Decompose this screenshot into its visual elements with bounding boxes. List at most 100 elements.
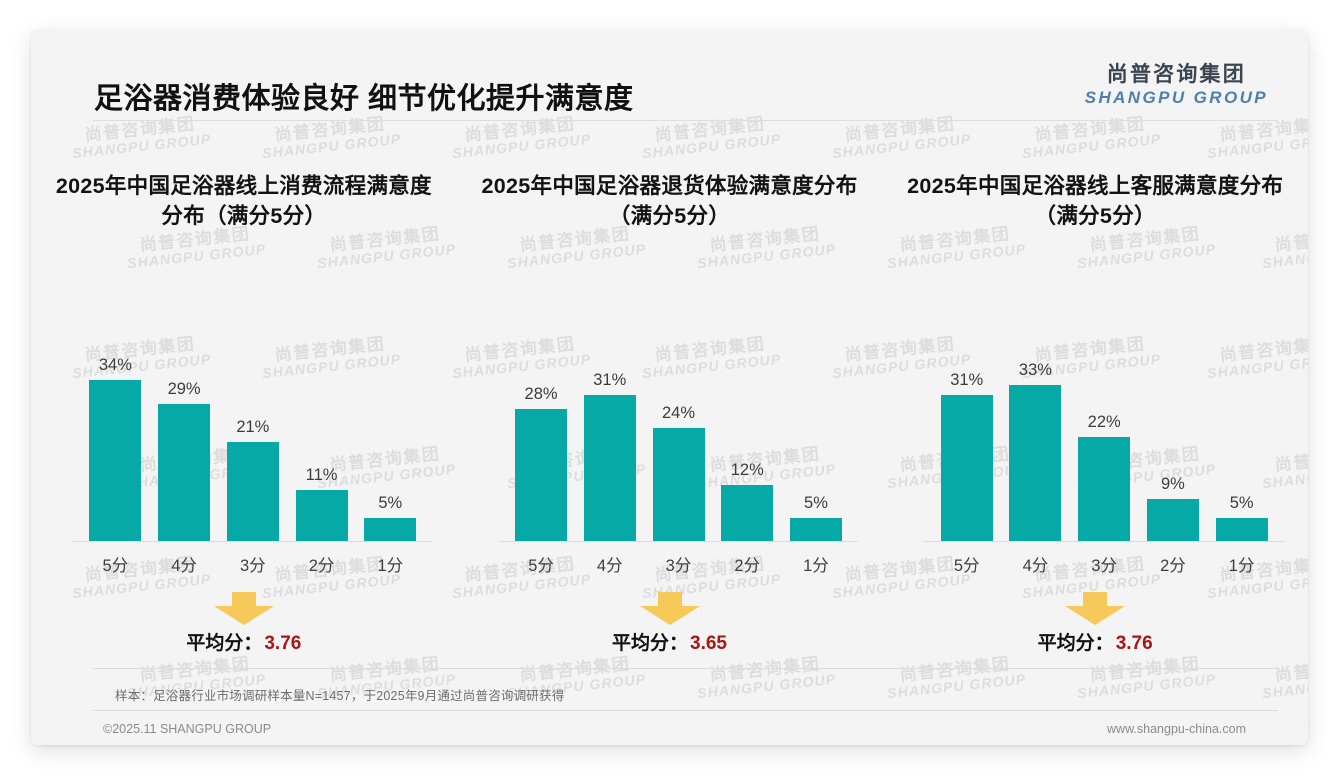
x-axis-tick-label: 2分 [1160,557,1186,575]
note-divider-bottom [93,710,1278,711]
x-axis-tick-label: 2分 [734,557,761,575]
bar-value-label: 5% [1229,494,1254,512]
bar-value-label: 5% [804,494,828,512]
x-axis-tick-label: 4分 [1022,557,1049,575]
header-divider [93,120,1278,121]
x-axis-tick-label: 2分 [308,557,335,575]
bar[interactable] [1009,385,1062,542]
chart-plot-area: 31% 33% 22% 9% 5% [924,322,1285,542]
x-axis-line [924,541,1285,542]
average-score-text: 平均分： 3.65 [457,628,883,655]
bar-group: 31% 33% 22% 9% 5% [932,322,1276,542]
bar-value-label: 22% [1087,413,1121,431]
bar-slot[interactable]: 5% [782,322,851,542]
bar-slot[interactable]: 21% [218,322,287,542]
bar-slot[interactable]: 5% [356,322,425,542]
chart-title: 2025年中国足浴器线上客服满意度分布（满分5分） [907,174,1284,228]
bar-value-label: 21% [236,418,270,436]
bar[interactable] [226,442,279,542]
arrow-down-icon [1064,592,1126,631]
chart-plot-area: 34% 29% 21% 11% 5% [73,322,433,542]
average-score-value: 3.76 [1115,633,1153,654]
brand-name-en: SHANGPU GROUP [1084,87,1268,107]
bar[interactable] [789,518,842,542]
bar-slot[interactable]: 9% [1139,322,1208,542]
bar[interactable] [364,518,417,542]
bar-value-label: 28% [524,385,558,403]
bar[interactable] [721,485,774,542]
bar-slot[interactable]: 11% [287,322,356,542]
bar[interactable] [89,380,142,542]
bar-value-label: 24% [661,404,696,422]
website-url[interactable]: www.shangpu-china.com [1107,722,1246,736]
x-axis-labels: 5分 4分 3分 2分 1分 [507,552,851,576]
chart-plot-area: 28% 31% 24% 12% 5% [498,322,859,542]
chart-panel-2: 2025年中国足浴器退货体验满意度分布（满分5分） 28% 31% 24% 12% 5% 5… [457,160,883,670]
slide-card: 尚普咨询集团 SHANGPU GROUP 尚普咨询集团 SHANGPU GROUP 尚普… [31,30,1308,745]
bar-value-label: 29% [167,380,201,398]
x-axis-line [73,541,433,542]
bar[interactable] [1146,499,1199,542]
chart-panel-3: 2025年中国足浴器线上客服满意度分布（满分5分） 31% 33% 22% 9% 5% 5分… [882,160,1308,670]
slide-header: 足浴器消费体验良好 细节优化提升满意度 尚普咨询集团 SHANGPU GROUP [31,30,1308,120]
x-axis-tick-label: 3分 [1091,557,1118,575]
bar-value-label: 31% [950,371,984,389]
bar-value-label: 33% [1018,361,1052,379]
chart-title: 2025年中国足浴器线上消费流程满意度分布（满分5分） [55,174,432,228]
bar[interactable] [158,404,211,542]
average-score-label: 平均分： [1037,633,1114,654]
bar[interactable] [1078,437,1131,542]
bar[interactable] [1215,518,1268,542]
x-axis-tick-label: 5分 [528,557,554,575]
x-axis-tick-label: 5分 [102,557,129,575]
bar-value-label: 34% [98,356,132,374]
average-score-block: 平均分： 3.65 [457,592,883,655]
x-axis-tick-label: 4分 [596,557,623,575]
arrow-container [31,592,457,626]
x-axis-tick-label: 4分 [171,557,197,575]
average-score-label: 平均分： [186,633,263,654]
arrow-down-icon [639,592,701,631]
bar-slot[interactable]: 31% [575,322,644,542]
bar-value-label: 9% [1160,475,1185,493]
bar-slot[interactable]: 22% [1070,322,1139,542]
average-score-text: 平均分： 3.76 [31,628,457,655]
average-score-block: 平均分： 3.76 [882,592,1308,655]
bar-slot[interactable]: 33% [1001,322,1070,542]
bar-slot[interactable]: 29% [150,322,219,542]
bar[interactable] [583,395,636,542]
charts-row: 2025年中国足浴器线上消费流程满意度分布（满分5分） 34% 29% 21% 11% 5… [31,160,1308,670]
chart-title: 2025年中国足浴器退货体验满意度分布（满分5分） [481,174,858,228]
bar-slot[interactable]: 34% [81,322,150,542]
x-axis-tick-label: 5分 [953,557,980,575]
bar[interactable] [295,490,348,542]
x-axis-tick-label: 1分 [1228,557,1255,575]
bar-group: 28% 31% 24% 12% 5% [507,322,851,542]
arrow-container [457,592,883,626]
bar[interactable] [652,428,705,542]
bar-value-label: 5% [378,494,403,512]
note-divider-top [93,668,1278,669]
bar-value-label: 11% [305,466,338,484]
x-axis-tick-label: 3分 [239,557,266,575]
bar-slot[interactable]: 5% [1207,322,1276,542]
x-axis-tick-label: 1分 [377,557,404,575]
bar-slot[interactable]: 31% [932,322,1001,542]
bar-value-label: 31% [593,371,627,389]
copyright-text: ©2025.11 SHANGPU GROUP [103,722,272,736]
bar-slot[interactable]: 24% [644,322,713,542]
bar[interactable] [940,395,993,542]
average-score-value: 3.65 [690,633,727,654]
brand-name-cn: 尚普咨询集团 [1106,63,1246,86]
chart-panel-1: 2025年中国足浴器线上消费流程满意度分布（满分5分） 34% 29% 21% 11% 5… [31,160,457,670]
bar[interactable] [515,409,568,542]
footer-bar [31,711,1308,745]
average-score-text: 平均分： 3.76 [882,628,1308,655]
x-axis-tick-label: 1分 [803,557,829,575]
bar-group: 34% 29% 21% 11% 5% [81,322,425,542]
brand-logo: 尚普咨询集团 SHANGPU GROUP [1085,63,1268,108]
sample-note: 样本：足浴器行业市场调研样本量N=1457，于2025年9月通过尚普咨询调研获得 [115,689,565,703]
arrow-down-icon [213,592,275,631]
bar-slot[interactable]: 12% [713,322,782,542]
bar-slot[interactable]: 28% [507,322,576,542]
